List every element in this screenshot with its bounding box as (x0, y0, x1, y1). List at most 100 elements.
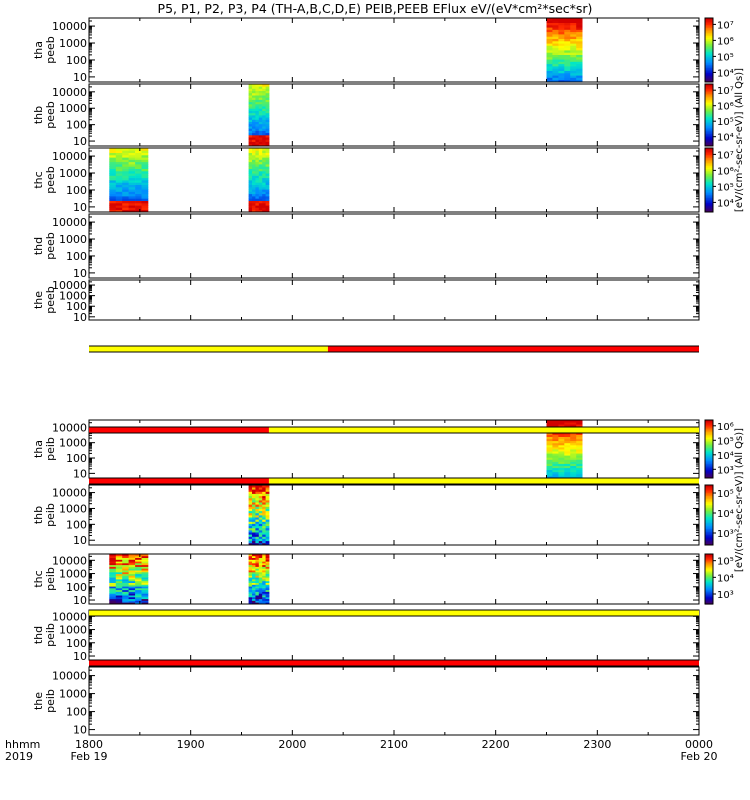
spectrogram-cell (552, 43, 559, 46)
spectrogram-cell (248, 95, 253, 98)
spectrogram-cell (265, 538, 270, 542)
colorbar-swatch (705, 433, 713, 435)
spectrogram-cell (252, 579, 256, 582)
spectrogram-cell (252, 101, 256, 105)
colorbar-swatch (705, 591, 713, 594)
spectrogram-cell (115, 164, 123, 167)
spectrogram-cell (122, 182, 129, 185)
spectrogram-cell (258, 489, 263, 492)
spectrogram-cell (576, 422, 583, 425)
spectrogram-cell (248, 500, 253, 503)
spectrogram-cell (570, 442, 577, 446)
colorbar-swatch (705, 454, 713, 457)
spectrogram-cell (265, 600, 270, 603)
spectrogram-cell (576, 54, 583, 58)
spectrogram-cell (122, 580, 129, 583)
colorbar-swatch (705, 443, 713, 446)
colorbar-swatch (705, 154, 713, 157)
spectrogram-cell (109, 586, 117, 589)
spectrogram-cell (122, 566, 129, 569)
spectrogram-cell (115, 602, 123, 605)
colorbar-swatch (705, 151, 713, 154)
spectrogram-cell (135, 591, 142, 594)
spectrogram-cell (255, 177, 260, 181)
spectrogram-cell (552, 473, 559, 477)
panel-label: thbpeib (32, 503, 57, 527)
colorbar-swatch (705, 173, 713, 176)
spectrogram-cell (255, 166, 260, 169)
spectrogram-cell (570, 22, 577, 26)
spectrogram-cell (128, 207, 136, 211)
spectrogram-cell (262, 510, 266, 514)
spectrogram-cell (552, 61, 559, 65)
spectrogram-cell (552, 461, 559, 464)
spectrogram-cell (135, 193, 142, 197)
spectrogram-cell (128, 595, 136, 598)
spectrogram-cell (564, 22, 571, 26)
spectrogram-cell (576, 36, 583, 39)
spectrogram-cell (558, 59, 565, 62)
spectrogram-cell (558, 43, 565, 46)
spectrogram-cell (258, 523, 263, 527)
spectrogram-cell (252, 587, 256, 591)
spectrogram-cell (265, 596, 270, 600)
spectrogram-cell (258, 589, 263, 592)
spectrogram-cell (128, 205, 136, 208)
spectrogram-cell (564, 45, 571, 49)
spectrogram-cell (141, 170, 149, 174)
spectrogram-cell (135, 196, 142, 199)
spectrogram-cell (576, 31, 583, 35)
spectrogram-cell (248, 132, 253, 136)
spectrogram-cell (135, 557, 142, 560)
spectrogram-cell (258, 568, 263, 571)
spectrogram-cell (262, 157, 266, 160)
spectrogram-cell (128, 589, 136, 592)
spectrogram-cell (252, 600, 256, 603)
y-tick-label: 1000 (59, 568, 87, 581)
spectrogram-cell (570, 77, 577, 81)
spectrogram-cell (255, 534, 260, 537)
spectrogram-cell (546, 63, 553, 67)
colorbar-swatch (705, 136, 713, 139)
spectrogram-cell (255, 101, 260, 105)
spectrogram-cell (109, 596, 117, 600)
spectrogram-cell (552, 459, 559, 462)
spectrogram-cell (262, 166, 266, 169)
spectrogram-cell (135, 596, 142, 600)
spectrogram-cell (128, 193, 136, 197)
spectrogram-cell (576, 38, 583, 42)
spectrogram-cell (115, 582, 123, 585)
spectrogram-cell (128, 148, 136, 151)
spectrogram-cell (255, 207, 260, 211)
spectrogram-cell (115, 600, 123, 603)
spectrogram-cell (122, 570, 129, 573)
colorbar-swatch (705, 78, 713, 81)
spectrogram-cell (248, 489, 253, 492)
spectrogram-cell (255, 189, 260, 192)
spectrogram-cell (258, 137, 263, 140)
spectrogram-cell (258, 587, 263, 591)
spectrogram-cell (570, 40, 577, 44)
spectrogram-cell (141, 554, 149, 557)
spectrogram-cell (141, 191, 149, 195)
spectrogram-cell (546, 457, 553, 460)
spectrogram-cell (255, 515, 260, 518)
spectrogram-cell (255, 521, 260, 524)
spectrogram-cell (558, 442, 565, 446)
spectrogram-cell (141, 557, 149, 560)
spectrogram-cell (262, 493, 266, 497)
colorbar-swatch (705, 149, 713, 152)
colorbar-swatch (705, 456, 713, 459)
spectrogram-cell (258, 566, 263, 569)
spectrogram-cell (262, 485, 266, 488)
spectrogram-cell (255, 110, 260, 114)
spectrogram-cell (135, 159, 142, 163)
spectrogram-cell (255, 504, 260, 507)
spectrogram-cell (576, 66, 583, 69)
spectrogram-cell (576, 471, 583, 475)
spectrogram-cell (248, 117, 253, 120)
spectrogram-cell (564, 52, 571, 55)
spectrogram-cell (576, 442, 583, 446)
spectrogram-cell (258, 173, 263, 176)
spectrogram-cell (258, 487, 263, 490)
